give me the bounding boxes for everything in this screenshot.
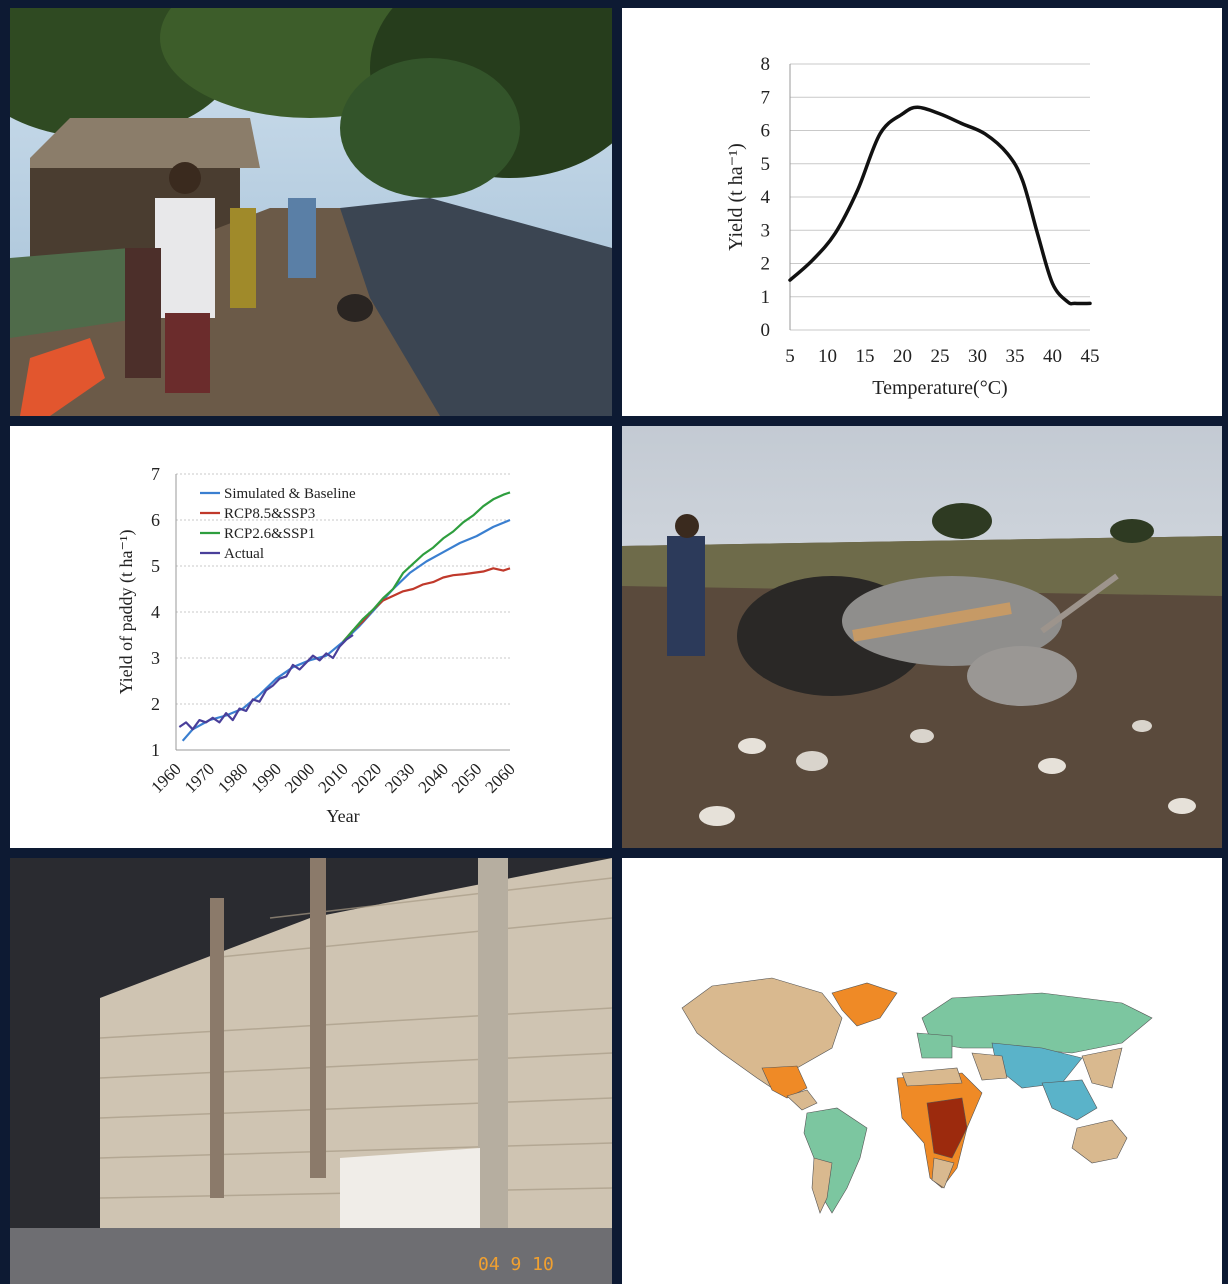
- y-tick-label: 4: [151, 602, 160, 622]
- chart-paddy-yield-projection: 1 2 3 4 5 6 7 1960 1970 1980 1990 2000 2010 2020 2030 2…: [10, 426, 612, 848]
- x-tick-label: 30: [968, 346, 987, 367]
- x-tick-label: 2030: [381, 759, 418, 796]
- chart-yield-vs-temperature: 0 1 2 3 4 5 6 7 8 5 10 15 20 25 30 35 40 45 Temperature(°C…: [622, 8, 1222, 416]
- x-tick-label: 2020: [348, 759, 385, 796]
- x-tick-label: 2010: [314, 759, 351, 796]
- y-tick-label: 1: [151, 740, 160, 760]
- y-tick-label: 8: [761, 54, 771, 75]
- y-tick-label: 3: [761, 220, 771, 241]
- x-tick-label: 2000: [281, 759, 318, 796]
- continent-africa: [896, 1067, 983, 1189]
- x-tick-label: 1980: [214, 759, 251, 796]
- x-tick-label: 10: [818, 346, 837, 367]
- x-tick-label: 35: [1006, 346, 1025, 367]
- continent-north-america: [681, 977, 843, 1111]
- y-tick-label: 6: [151, 510, 160, 530]
- x-tick-label: 1970: [181, 759, 218, 796]
- grain-warehouse-illustration: 04 9 10: [10, 858, 612, 1284]
- photo-ox-plough: [622, 426, 1222, 848]
- x-tick-label: 2050: [448, 759, 485, 796]
- x-tick-label: 2060: [481, 759, 518, 796]
- world-map-svg: [681, 977, 1153, 1214]
- y-tick-label: 3: [151, 648, 160, 668]
- ox-plough-illustration: [622, 426, 1222, 848]
- y-tick-label: 6: [761, 121, 771, 142]
- x-tick-label: 45: [1081, 346, 1100, 367]
- y-tick-label: 7: [151, 464, 160, 484]
- x-tick-label: 20: [893, 346, 912, 367]
- continent-australia: [1071, 1119, 1128, 1164]
- continent-south-america: [803, 1107, 868, 1214]
- photo-grain-warehouse: 04 9 10: [10, 858, 612, 1284]
- x-tick-label: 1960: [147, 759, 184, 796]
- x-tick-label: 5: [785, 346, 795, 367]
- legend-label: RCP8.5&SSP3: [224, 506, 315, 522]
- panel-world-map: [622, 858, 1222, 1284]
- y-tick-label: 7: [761, 87, 771, 108]
- y-tick-label: 4: [761, 187, 771, 208]
- photo-flooded-village: [10, 8, 612, 416]
- x-axis-title: Temperature(°C): [872, 377, 1007, 399]
- series-line-temperature-yield: [788, 105, 1092, 306]
- series-line-rcp8-5-ssp3: [342, 567, 511, 643]
- y-tick-label: 0: [761, 320, 771, 341]
- x-tick-label: 2040: [415, 759, 452, 796]
- legend-label: RCP2.6&SSP1: [224, 526, 315, 542]
- legend-label: Simulated & Baseline: [224, 486, 356, 502]
- series-line-actual: [178, 634, 354, 731]
- y-tick-label: 2: [151, 694, 160, 714]
- x-tick-label: 40: [1043, 346, 1062, 367]
- y-axis-title: Yield (t ha⁻¹): [725, 143, 747, 251]
- y-axis-title: Yield of paddy (t ha⁻¹): [116, 530, 137, 695]
- y-tick-label: 1: [761, 287, 771, 308]
- legend-label: Actual: [224, 546, 264, 562]
- y-tick-label: 5: [761, 154, 771, 175]
- y-tick-label: 2: [761, 254, 771, 275]
- series-line-rcp2-6-ssp1: [342, 491, 511, 643]
- x-tick-label: 15: [856, 346, 875, 367]
- x-tick-label: 1990: [248, 759, 285, 796]
- photo-date-stamp: 04 9 10: [478, 1254, 554, 1275]
- y-tick-label: 5: [151, 556, 160, 576]
- x-tick-label: 25: [931, 346, 950, 367]
- flooded-village-illustration: [10, 8, 612, 416]
- continent-europe-asia: [916, 992, 1153, 1121]
- x-axis-title: Year: [326, 806, 359, 826]
- paddy-yield-chart-svg: 1234567196019701980199020002010202020302…: [116, 464, 519, 826]
- region-greenland: [831, 982, 898, 1027]
